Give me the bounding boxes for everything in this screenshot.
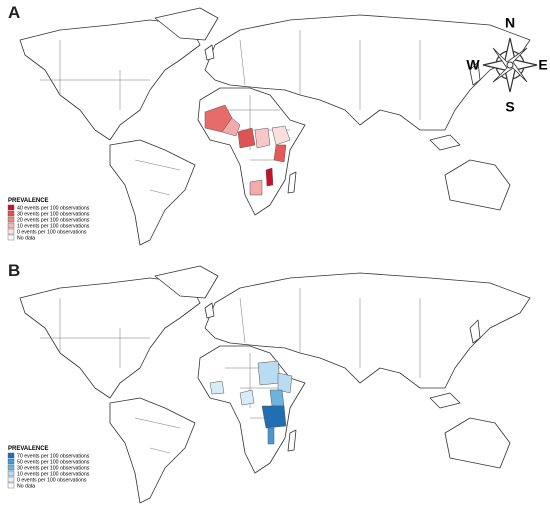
panel-label: A xyxy=(8,3,20,22)
compass-north: N xyxy=(505,15,515,31)
highlighted-countries xyxy=(204,104,291,196)
legend-title: PREVALENCE xyxy=(8,198,49,204)
compass-west: W xyxy=(466,57,480,73)
legend-item: 10 events per 100 observations xyxy=(17,472,90,478)
legend-swatch xyxy=(7,476,15,483)
compass-east: E xyxy=(538,57,547,73)
legend-swatch xyxy=(7,204,15,211)
compass-south: S xyxy=(505,99,514,115)
legend-swatch xyxy=(7,234,15,241)
legend-item: 20 events per 100 observations xyxy=(17,218,90,224)
panel-a: A PREVALENCE 40 events per 100 observati… xyxy=(7,3,548,246)
legend-swatch xyxy=(7,216,15,223)
legend-item: No data xyxy=(17,236,35,242)
highlighted-countries xyxy=(209,360,293,445)
legend-swatch xyxy=(7,464,15,471)
legend-swatch xyxy=(7,222,15,229)
legend-item: 70 events per 100 observations xyxy=(17,454,90,460)
legend-item: No data xyxy=(17,484,35,490)
legend-item: 30 events per 100 observations xyxy=(17,466,90,472)
legend-swatch xyxy=(7,228,15,235)
legend-swatch xyxy=(7,482,15,489)
world-map xyxy=(19,7,531,246)
legend-item: 0 events per 100 observations xyxy=(17,230,87,236)
legend-item: 50 events per 100 observations xyxy=(17,460,90,466)
legend-item: 30 events per 100 observations xyxy=(17,212,90,218)
panel-b: B PREVALENCE 70 events per 100 observati… xyxy=(7,261,531,504)
legend-swatch xyxy=(7,458,15,465)
legend-swatch xyxy=(7,452,15,459)
panel-label: B xyxy=(8,261,20,280)
legend-item: 10 events per 100 observations xyxy=(17,224,90,230)
legend-item: 0 events per 100 observations xyxy=(17,478,87,484)
legend-item: 40 events per 100 observations xyxy=(17,206,90,212)
legend-swatch xyxy=(7,210,15,217)
compass: N E S W xyxy=(466,15,547,115)
legend-swatch xyxy=(7,470,15,477)
legend-title: PREVALENCE xyxy=(8,446,49,452)
legend: PREVALENCE 40 events per 100 observation… xyxy=(7,198,90,242)
world-map xyxy=(19,265,531,504)
legend: PREVALENCE 70 events per 100 observation… xyxy=(7,446,90,490)
